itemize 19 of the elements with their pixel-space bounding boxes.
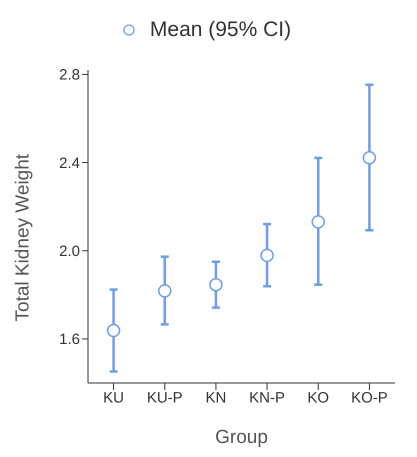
y-tick-label: 2.4 (59, 154, 80, 172)
x-tick-label: KU (103, 390, 124, 407)
x-tick-label: KU-P (146, 390, 183, 407)
x-tick-label: KO (307, 390, 330, 407)
point (209, 278, 223, 292)
y-tick-label: 1.6 (59, 331, 80, 348)
x-axis-title: Group (215, 427, 268, 448)
point (158, 284, 172, 298)
x-tick-label: KO-P (351, 390, 388, 407)
point (106, 324, 120, 338)
x-tick-label: KN (205, 390, 226, 407)
legend-label: Mean (95% CI) (150, 18, 292, 42)
x-tick-label: KN-P (249, 390, 286, 407)
point (260, 248, 274, 262)
point (362, 150, 376, 164)
y-tick-label: 2.8 (59, 66, 80, 84)
y-axis-title: Total Kidney Weight (12, 153, 34, 322)
y-tick-label: 2.0 (59, 243, 80, 260)
point (312, 215, 325, 229)
